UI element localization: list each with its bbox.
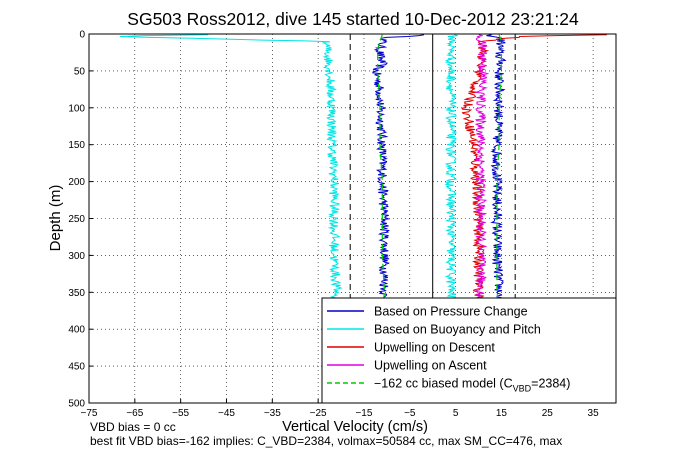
- series-line: [119, 34, 343, 308]
- series-162-cc-biased-model-c: [377, 34, 502, 308]
- legend: Based on Pressure Change Based on Buoyanc…: [321, 297, 617, 404]
- chart-title: SG503 Ross2012, dive 145 started 10-Dec-…: [127, 9, 579, 29]
- x-tick-label: −15: [355, 408, 372, 419]
- series-line: [474, 34, 490, 308]
- y-tick-label: 200: [68, 177, 85, 188]
- series-line: [461, 34, 607, 308]
- legend-label: Based on Buoyancy and Pitch: [374, 323, 541, 337]
- y-axis-label: Depth (m): [47, 185, 64, 252]
- x-axis-label: Vertical Velocity (cm/s): [282, 419, 428, 435]
- x-tick-label: −75: [81, 408, 98, 419]
- series-line: [496, 34, 502, 308]
- x-tick-label: 15: [496, 408, 508, 419]
- x-tick-label: −5: [404, 408, 416, 419]
- y-tick-label: 0: [79, 30, 85, 41]
- y-tick-label: 100: [68, 103, 85, 114]
- series-based-on-buoyancy-and-pitch: [119, 34, 460, 308]
- x-tick-label: −25: [310, 408, 327, 419]
- series-line: [372, 34, 425, 315]
- y-tick-label: 300: [68, 251, 85, 262]
- x-tick-label: 5: [453, 408, 459, 419]
- legend-label: Upwelling on Ascent: [374, 359, 487, 373]
- x-tick-label: −45: [218, 408, 235, 419]
- series-upwelling-on-ascent: [474, 34, 490, 308]
- x-tick-label: −55: [172, 408, 189, 419]
- grid: [88, 33, 616, 404]
- plot-area: [119, 34, 607, 315]
- y-tick-label: 50: [74, 66, 86, 77]
- y-tick-label: 350: [68, 288, 85, 299]
- x-tick-label: −35: [264, 408, 281, 419]
- y-tick-label: 500: [68, 399, 85, 410]
- legend-label: Upwelling on Descent: [374, 341, 495, 355]
- x-tick-label: 25: [542, 408, 554, 419]
- y-tick-label: 450: [68, 362, 85, 373]
- axis-ticks: −75 −65 −55 −45 −35 −25 −15 −5 5 15 25 350501001502…: [68, 30, 599, 420]
- x-tick-label: −65: [126, 408, 143, 419]
- series-line: [377, 34, 386, 308]
- legend-label: Based on Pressure Change: [374, 305, 528, 319]
- series-line: [486, 34, 507, 308]
- x-tick-label: 35: [588, 408, 600, 419]
- series-upwelling-on-descent: [461, 34, 607, 308]
- legend-box: [321, 297, 617, 404]
- y-tick-label: 250: [68, 214, 85, 225]
- footer-line-1: VBD bias = 0 cc: [90, 420, 176, 434]
- y-tick-label: 150: [68, 140, 85, 151]
- legend-label: −162 cc biased model (CVBD=2384): [374, 377, 570, 394]
- y-tick-label: 400: [68, 325, 85, 336]
- series-line: [444, 34, 460, 308]
- footer-line-2: best fit VBD bias=-162 implies: C_VBD=23…: [90, 434, 562, 448]
